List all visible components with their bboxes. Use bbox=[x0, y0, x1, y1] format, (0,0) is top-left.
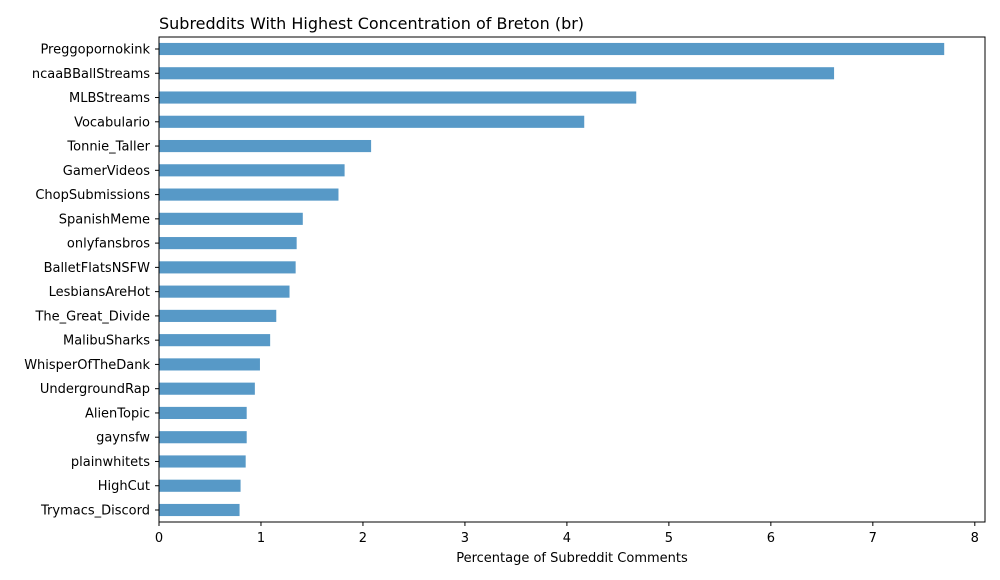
category-label: WhisperOfTheDank bbox=[24, 358, 150, 373]
category-label: UndergroundRap bbox=[40, 382, 150, 397]
category-label: Vocabulario bbox=[74, 115, 150, 130]
bar bbox=[159, 67, 835, 80]
x-tick-label: 6 bbox=[767, 531, 775, 546]
bar bbox=[159, 406, 247, 420]
category-label: The_Great_Divide bbox=[34, 309, 150, 324]
x-tick-label: 1 bbox=[257, 531, 265, 546]
bar bbox=[159, 188, 339, 201]
category-label: Trymacs_Discord bbox=[40, 504, 150, 519]
category-label: ncaaBBallStreams bbox=[32, 67, 150, 82]
x-tick-label: 7 bbox=[869, 531, 877, 546]
category-label: gaynsfw bbox=[96, 431, 150, 446]
bar bbox=[159, 42, 945, 56]
bar bbox=[159, 358, 260, 371]
category-label: Tonnie_Taller bbox=[66, 140, 150, 155]
category-label: BalletFlatsNSFW bbox=[44, 261, 151, 276]
category-label: GamerVideos bbox=[63, 164, 150, 179]
category-label: AlienTopic bbox=[85, 406, 150, 421]
bar bbox=[159, 91, 637, 104]
bar bbox=[159, 115, 585, 128]
category-label: LesbiansAreHot bbox=[49, 285, 150, 300]
category-label: ChopSubmissions bbox=[35, 188, 150, 203]
bars-group bbox=[159, 42, 945, 517]
x-tick-label: 8 bbox=[971, 531, 979, 546]
category-label: SpanishMeme bbox=[59, 212, 150, 227]
bar bbox=[159, 455, 246, 468]
x-tick-label: 0 bbox=[155, 531, 163, 546]
plot-frame bbox=[158, 36, 986, 523]
category-label: MalibuSharks bbox=[63, 334, 150, 349]
bar bbox=[159, 285, 290, 298]
x-tick-label: 5 bbox=[665, 531, 673, 546]
bar bbox=[159, 309, 277, 322]
bar bbox=[159, 382, 255, 395]
axes-frame bbox=[158, 36, 986, 523]
x-axis-label: Percentage of Subreddit Comments bbox=[456, 551, 688, 566]
bar bbox=[159, 479, 241, 492]
category-label: onlyfansbros bbox=[67, 237, 150, 252]
category-label: HighCut bbox=[98, 479, 150, 494]
category-label: MLBStreams bbox=[69, 91, 150, 106]
bar bbox=[159, 431, 247, 444]
category-label: Preggopornokink bbox=[40, 43, 150, 58]
x-tick-label: 2 bbox=[359, 531, 367, 546]
bar bbox=[159, 164, 345, 177]
x-ticks-group: 0 1 2 3 4 5 6 7 8 bbox=[155, 522, 979, 546]
bar bbox=[159, 503, 240, 517]
category-label: plainwhitets bbox=[71, 455, 150, 470]
bar bbox=[159, 212, 303, 225]
x-tick-label: 3 bbox=[461, 531, 469, 546]
category-labels-group: Preggopornokink ncaaBBallStreams MLBStream… bbox=[24, 43, 159, 519]
x-tick-label: 4 bbox=[563, 531, 571, 546]
chart-title: Subreddits With Highest Concentration of… bbox=[159, 14, 584, 33]
bar bbox=[159, 139, 372, 153]
bar bbox=[159, 261, 296, 274]
bar bbox=[159, 334, 271, 347]
bar bbox=[159, 237, 297, 250]
